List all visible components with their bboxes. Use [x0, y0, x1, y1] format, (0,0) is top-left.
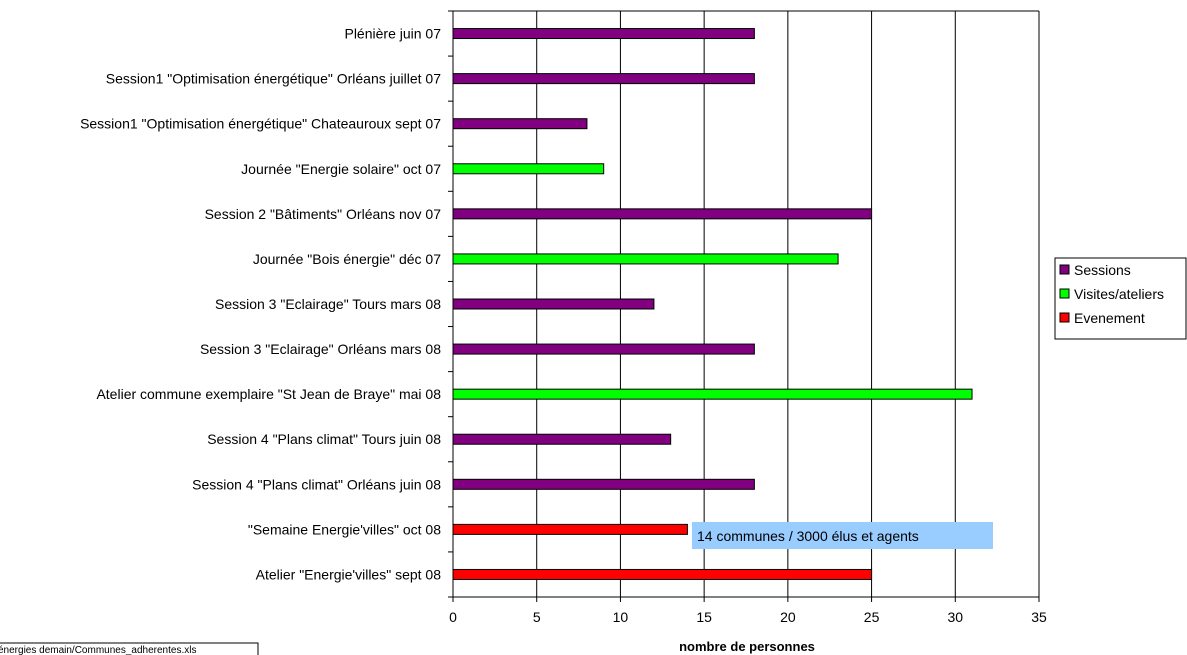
legend-label: Visites/ateliers	[1074, 286, 1164, 302]
x-axis-title: nombre de personnes	[679, 639, 815, 654]
category-labels: Plénière juin 07 Session1 "Optimisation é…	[80, 26, 441, 583]
category-label: Session 3 "Eclairage" Orléans mars 08	[200, 341, 441, 357]
category-label: Session 4 "Plans climat" Tours juin 08	[207, 431, 441, 447]
x-tick-label: 25	[864, 609, 880, 625]
bar	[452, 523, 688, 535]
category-label: Session 4 "Plans climat" Orléans juin 08	[192, 476, 441, 492]
category-label: Journée "Bois énergie" déc 07	[253, 251, 441, 267]
category-label: Session1 "Optimisation énergétique" Orlé…	[106, 71, 441, 87]
legend-swatch	[1059, 264, 1070, 275]
bar	[452, 73, 755, 85]
annotation: 14 communes / 3000 élus et agents	[692, 522, 993, 549]
source-file-note-text: énergies demain/Communes_adherentes.xls	[0, 645, 196, 655]
source-file-note: énergies demain/Communes_adherentes.xls	[0, 642, 259, 655]
plot-area-frame	[448, 10, 1040, 602]
bar	[452, 568, 873, 580]
bar	[452, 478, 755, 490]
annotation-box	[692, 522, 993, 549]
bar	[452, 433, 672, 445]
x-tick-label: 5	[533, 609, 541, 625]
legend-frame	[1054, 257, 1187, 340]
category-label: Plénière juin 07	[344, 26, 441, 42]
category-label: Journée "Energie solaire" oct 07	[241, 161, 441, 177]
bars	[452, 28, 973, 580]
bar	[452, 28, 755, 40]
x-tick-label: 20	[780, 609, 796, 625]
x-tick-label: 35	[1031, 609, 1047, 625]
bar	[452, 118, 588, 130]
bar	[452, 253, 839, 265]
source-file-note-box	[0, 642, 259, 655]
x-tick-label: 30	[947, 609, 963, 625]
x-tick-label: 10	[613, 609, 629, 625]
bar	[452, 163, 605, 175]
legend-swatch	[1059, 288, 1070, 299]
bar	[452, 343, 755, 355]
category-label: Atelier "Energie'villes" sept 08	[256, 566, 442, 582]
category-label: Session 2 "Bâtiments" Orléans nov 07	[205, 206, 442, 222]
annotation-text: 14 communes / 3000 élus et agents	[697, 528, 919, 544]
x-tick-label: 0	[449, 609, 457, 625]
category-label: Session1 "Optimisation énergétique" Chat…	[80, 116, 441, 132]
category-label: Atelier commune exemplaire "St Jean de B…	[96, 386, 441, 402]
legend-label: Evenement	[1074, 310, 1145, 326]
bar	[452, 388, 973, 400]
bar	[452, 208, 873, 220]
x-tick-label: 15	[696, 609, 712, 625]
legend-label: Sessions	[1074, 262, 1131, 278]
category-label: Session 3 "Eclairage" Tours mars 08	[215, 296, 441, 312]
legend: Sessions Visites/ateliers Evenement	[1054, 257, 1187, 340]
legend-swatch	[1059, 312, 1070, 323]
bar	[452, 298, 655, 310]
x-axis-tick-labels: 0 5 10 15 20 25 30 35	[449, 609, 1047, 625]
category-label: "Semaine Energie'villes" oct 08	[248, 521, 441, 537]
